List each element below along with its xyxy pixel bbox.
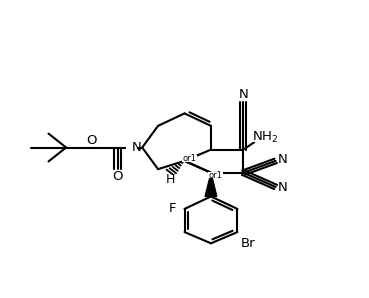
Bar — [87, 136, 97, 144]
Text: Br: Br — [241, 237, 256, 250]
Polygon shape — [205, 173, 217, 196]
Bar — [165, 176, 176, 183]
Bar — [236, 90, 250, 99]
Text: N: N — [278, 153, 288, 167]
Text: or1: or1 — [209, 170, 223, 180]
Bar — [241, 240, 256, 247]
Text: F: F — [169, 202, 176, 215]
Polygon shape — [184, 161, 211, 173]
Text: N: N — [238, 88, 248, 101]
Bar — [126, 143, 137, 152]
Text: N: N — [132, 141, 142, 154]
Bar — [252, 132, 279, 142]
Bar — [278, 184, 288, 192]
Text: O: O — [112, 170, 123, 183]
Bar — [167, 205, 177, 213]
Text: or1: or1 — [182, 154, 196, 163]
Text: N: N — [278, 181, 288, 194]
Bar — [182, 155, 197, 162]
Bar — [278, 156, 288, 164]
Text: O: O — [87, 134, 97, 147]
Text: NH$_2$: NH$_2$ — [252, 130, 279, 145]
Text: H: H — [166, 173, 175, 186]
Bar — [208, 172, 224, 179]
Bar — [113, 173, 123, 181]
